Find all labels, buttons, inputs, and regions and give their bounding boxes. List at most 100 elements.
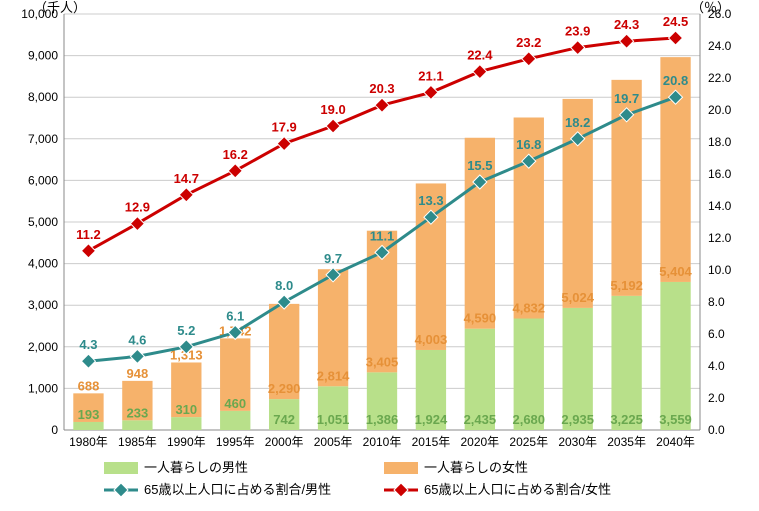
- bar-male: [73, 422, 103, 430]
- legend-swatch-female: [384, 462, 418, 474]
- bar-female-label: 4,832: [512, 301, 545, 316]
- line-male-pct-marker: [130, 349, 144, 363]
- line-female-pct-value-label: 21.1: [418, 68, 443, 83]
- y2-tick-label: 18.0: [708, 135, 732, 149]
- line-male-pct-value-label: 15.5: [467, 158, 492, 173]
- line-female-pct-value-label: 20.3: [369, 81, 394, 96]
- x-tick-label: 2010年: [363, 435, 402, 449]
- bar-male-label: 193: [78, 407, 100, 422]
- y1-tick-label: 2,000: [28, 340, 58, 354]
- line-female-pct-marker: [130, 217, 144, 231]
- x-tick-label: 2030年: [558, 435, 597, 449]
- y1-tick-label: 9,000: [28, 49, 58, 63]
- line-male-pct-value-label: 19.7: [614, 91, 639, 106]
- bar-female-label: 4,003: [415, 332, 448, 347]
- y2-tick-label: 0.0: [708, 423, 725, 437]
- line-male-pct-legend-marker: [114, 483, 128, 497]
- bar-male-label: 1,386: [366, 412, 399, 427]
- legend-swatch-male: [104, 462, 138, 474]
- line-female-pct-value-label: 23.2: [516, 35, 541, 50]
- line-male-pct-value-label: 11.1: [370, 228, 395, 243]
- line-male-pct-value-label: 13.3: [418, 193, 443, 208]
- y1-axis-label: （千人）: [34, 0, 86, 15]
- bar-female-label: 3,405: [366, 354, 399, 369]
- x-tick-label: 2015年: [412, 435, 451, 449]
- bar-male-label: 310: [175, 402, 197, 417]
- y1-tick-label: 3,000: [28, 298, 58, 312]
- y2-tick-label: 16.0: [708, 167, 732, 181]
- line-female-pct-marker: [571, 41, 585, 55]
- x-tick-label: 2025年: [509, 435, 548, 449]
- bar-female-label: 5,024: [561, 290, 594, 305]
- bar-male: [660, 282, 690, 430]
- y2-tick-label: 2.0: [708, 391, 725, 405]
- chart-container: 01,0002,0003,0004,0005,0006,0007,0008,00…: [0, 0, 759, 511]
- bar-female-label: 5,192: [610, 278, 643, 293]
- bar-male: [220, 411, 250, 430]
- line-female-pct-value-label: 23.9: [565, 24, 590, 39]
- line-male-pct-value-label: 8.0: [275, 278, 293, 293]
- y2-tick-label: 10.0: [708, 263, 732, 277]
- y1-tick-label: 5,000: [28, 215, 58, 229]
- line-female-pct-value-label: 16.2: [223, 147, 248, 162]
- y2-tick-label: 22.0: [708, 71, 732, 85]
- line-female-pct-marker: [522, 52, 536, 66]
- line-female-pct-value-label: 12.9: [125, 200, 150, 215]
- line-female-pct-value-label: 24.5: [663, 14, 688, 29]
- y2-tick-label: 20.0: [708, 103, 732, 117]
- chart-svg: 01,0002,0003,0004,0005,0006,0007,0008,00…: [0, 0, 759, 511]
- line-female-pct-value-label: 11.2: [76, 227, 101, 242]
- x-tick-label: 2005年: [314, 435, 353, 449]
- bar-male-label: 1,924: [415, 412, 448, 427]
- line-female-pct-value-label: 17.9: [271, 120, 296, 135]
- x-tick-label: 1985年: [118, 435, 157, 449]
- line-male-pct-value-label: 9.7: [324, 251, 342, 266]
- line-female-pct-marker: [228, 164, 242, 178]
- y2-tick-label: 14.0: [708, 199, 732, 213]
- line-female-pct-marker: [620, 34, 634, 48]
- line-female-pct-legend-marker: [394, 483, 408, 497]
- line-female-pct-marker: [473, 65, 487, 79]
- y2-tick-label: 12.0: [708, 231, 732, 245]
- bar-male-label: 3,225: [610, 412, 643, 427]
- y2-tick-label: 4.0: [708, 359, 725, 373]
- line-male-pct-legend-label: 65歳以上人口に占める割合/男性: [144, 482, 331, 497]
- bar-male: [611, 296, 641, 430]
- bar-male: [122, 420, 152, 430]
- bar-male-label: 2,435: [464, 412, 497, 427]
- bar-male-label: 460: [224, 396, 246, 411]
- line-female-pct-value-label: 24.3: [614, 17, 639, 32]
- legend-label-male: 一人暮らしの男性: [144, 460, 248, 475]
- line-female-pct-marker: [326, 119, 340, 133]
- y1-tick-label: 1,000: [28, 381, 58, 395]
- bar-male: [171, 417, 201, 430]
- line-female-pct-marker: [81, 244, 95, 258]
- y1-tick-label: 6,000: [28, 173, 58, 187]
- bar-male-label: 3,559: [659, 412, 692, 427]
- line-female-pct-value-label: 14.7: [174, 171, 199, 186]
- line-female-pct-value-label: 22.4: [467, 48, 493, 63]
- bar-female-label: 2,290: [268, 381, 301, 396]
- x-tick-label: 1990年: [167, 435, 206, 449]
- bar-male-label: 742: [273, 412, 295, 427]
- line-female-pct-marker: [179, 188, 193, 202]
- line-female-pct-legend-label: 65歳以上人口に占める割合/女性: [424, 482, 611, 497]
- bar-female: [563, 99, 593, 308]
- line-male-pct-value-label: 16.8: [516, 137, 541, 152]
- line-male-pct-value-label: 20.8: [663, 73, 688, 88]
- line-male-pct-value-label: 4.3: [79, 337, 97, 352]
- bar-male-label: 2,935: [561, 412, 594, 427]
- x-tick-label: 2020年: [460, 435, 499, 449]
- bar-female-label: 688: [78, 378, 100, 393]
- y2-tick-label: 8.0: [708, 295, 725, 309]
- y2-axis-label: （％）: [691, 0, 730, 15]
- bar-female-label: 948: [127, 366, 149, 381]
- y1-tick-label: 0: [51, 423, 58, 437]
- x-tick-label: 1980年: [69, 435, 108, 449]
- bar-female-label: 4,590: [464, 311, 497, 326]
- x-tick-label: 2000年: [265, 435, 304, 449]
- line-female-pct-marker: [375, 98, 389, 112]
- y2-tick-label: 6.0: [708, 327, 725, 341]
- y1-tick-label: 7,000: [28, 132, 58, 146]
- bar-male-label: 2,680: [512, 412, 545, 427]
